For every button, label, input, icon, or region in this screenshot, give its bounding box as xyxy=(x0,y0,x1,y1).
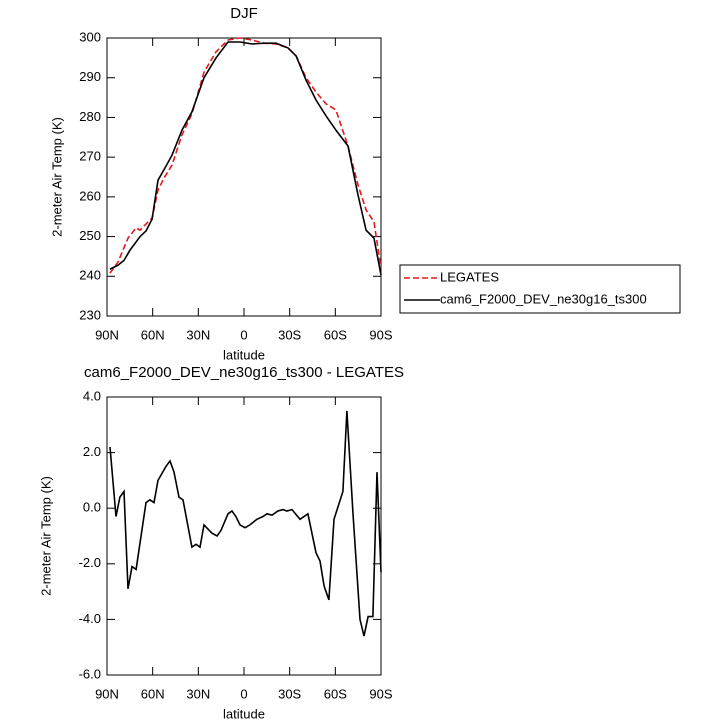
x-tick-label: 60N xyxy=(141,327,165,342)
y-tick-label: 270 xyxy=(79,149,101,164)
x-tick-label: 90N xyxy=(95,327,119,342)
y-tick-label: 260 xyxy=(79,188,101,203)
x-axis-label: latitude xyxy=(223,347,265,362)
x-tick-label: 60S xyxy=(324,686,347,701)
x-tick-label: 0 xyxy=(240,686,247,701)
legend-label: LEGATES xyxy=(440,269,499,284)
x-tick-label: 30S xyxy=(278,327,301,342)
y-tick-label: 230 xyxy=(79,307,101,322)
y-tick-label: 4.0 xyxy=(83,388,101,403)
y-tick-label: 250 xyxy=(79,228,101,243)
x-tick-label: 90N xyxy=(95,686,119,701)
plot-frame xyxy=(106,37,382,317)
x-axis-label: latitude xyxy=(223,706,265,721)
y-tick-label: 300 xyxy=(79,29,101,44)
x-tick-label: 30N xyxy=(186,686,210,701)
y-tick-label: 280 xyxy=(79,109,101,124)
y-tick-label: -2.0 xyxy=(79,555,101,570)
data-line xyxy=(109,41,382,276)
x-tick-label: 30S xyxy=(278,686,301,701)
x-tick-label: 90S xyxy=(369,686,392,701)
x-tick-label: 60N xyxy=(141,686,165,701)
y-tick-label: -4.0 xyxy=(79,611,101,626)
x-tick-label: 30N xyxy=(186,327,210,342)
y-tick-label: 0.0 xyxy=(83,500,101,515)
x-tick-label: 0 xyxy=(240,327,247,342)
legend-box xyxy=(399,264,681,314)
y-tick-label: 290 xyxy=(79,69,101,84)
chart-title: cam6_F2000_DEV_ne30g16_ts300 - LEGATES xyxy=(84,364,404,381)
legend-label: cam6_F2000_DEV_ne30g16_ts300 xyxy=(440,291,647,306)
legend: LEGATES cam6_F2000_DEV_ne30g16_ts300 xyxy=(399,264,681,314)
chart-title: DJF xyxy=(230,5,258,22)
data-line xyxy=(109,410,382,637)
y-axis-label: 2-meter Air Temp (K) xyxy=(49,117,64,237)
x-tick-label: 90S xyxy=(369,327,392,342)
plot-frame xyxy=(106,396,382,676)
data-line xyxy=(109,37,382,274)
y-tick-label: 2.0 xyxy=(83,444,101,459)
y-axis-label: 2-meter Air Temp (K) xyxy=(38,476,53,596)
y-tick-label: -6.0 xyxy=(79,666,101,681)
x-tick-label: 60S xyxy=(324,327,347,342)
y-tick-label: 240 xyxy=(79,268,101,283)
